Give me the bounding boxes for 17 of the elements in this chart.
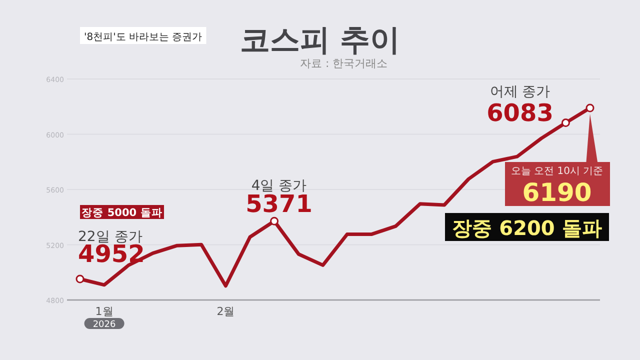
chart-subtitle: 자료 : 한국거래소 <box>300 57 388 70</box>
point <box>76 274 84 284</box>
annotation: 오늘 오전 10시 기준 <box>510 166 604 177</box>
chart-title: 코스피 추이 <box>240 23 400 58</box>
annotation: 장중 6200 돌파 <box>452 216 602 240</box>
x-tick-label: 2월 <box>216 305 235 318</box>
annotation: 어제 종가 <box>490 84 550 100</box>
point <box>561 118 570 128</box>
x-tick-label: 1월 <box>95 305 114 318</box>
annotation: 장중 5000 돌파 <box>82 207 162 219</box>
text: 2026 <box>92 320 116 330</box>
data-label: 6083 <box>486 99 554 127</box>
data-label: 6190 <box>522 178 592 207</box>
point <box>270 216 279 226</box>
text: '8천피'도 바라보는 증권가 <box>84 32 202 43</box>
point <box>586 104 594 112</box>
annotation: 4일 종가 <box>251 178 307 194</box>
